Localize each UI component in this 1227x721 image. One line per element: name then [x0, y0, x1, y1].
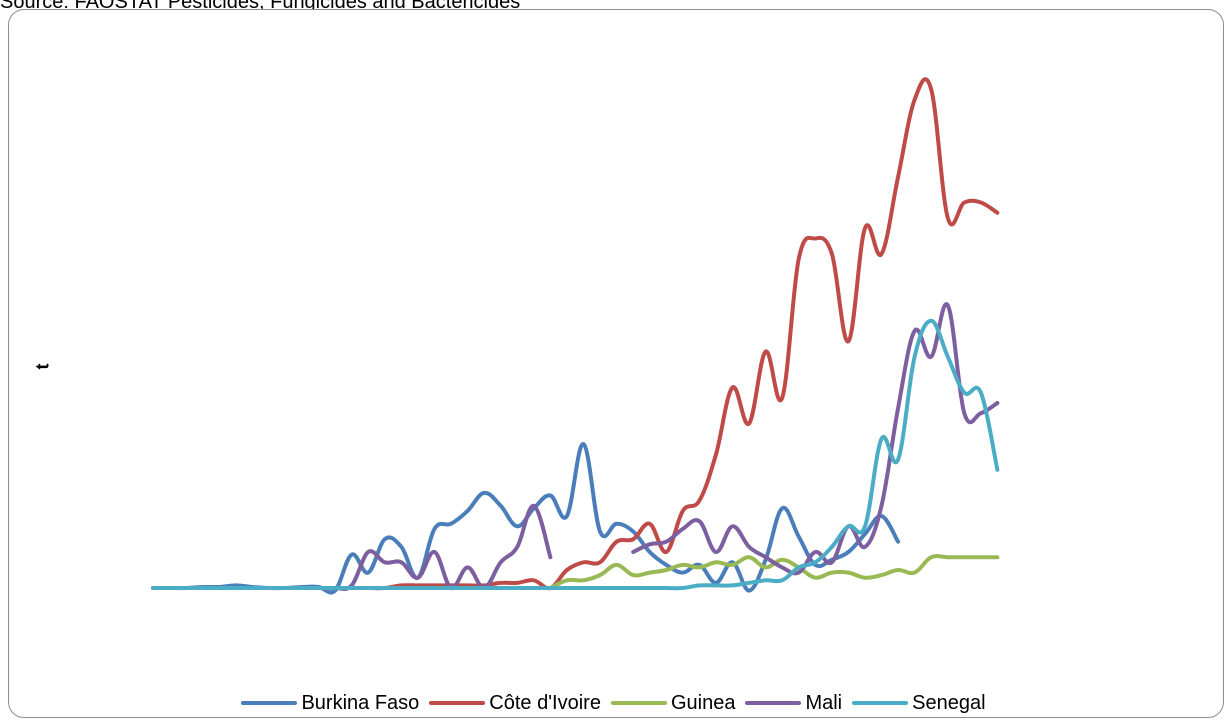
legend-swatch	[745, 701, 802, 705]
chart-frame	[8, 9, 1224, 718]
legend-label: Côte d'Ivoire	[489, 691, 601, 714]
series-line-senegal	[151, 318, 1000, 591]
legend-item-guinea[interactable]: Guinea	[610, 691, 736, 715]
y-axis-label: t	[32, 363, 53, 370]
legend-swatch	[852, 701, 909, 705]
series-line-mali-seg2	[631, 302, 1000, 576]
legend-item-mali[interactable]: Mali	[745, 692, 842, 715]
legend-label: Mali	[805, 691, 843, 714]
series-layer	[151, 77, 1000, 595]
legend-swatch	[610, 701, 667, 705]
series-line-mali-seg1	[151, 503, 553, 591]
legend-label: Guinea	[670, 691, 736, 714]
legend-label: Burkina Faso	[301, 691, 420, 714]
series-line-c-te-d-ivoire	[151, 77, 1000, 591]
legend-swatch	[429, 701, 486, 705]
legend-label: Senegal	[912, 691, 986, 714]
legend-swatch	[241, 701, 298, 705]
legend-item-burkina-faso[interactable]: Burkina Faso	[241, 692, 419, 715]
legend-item-senegal[interactable]: Senegal	[852, 691, 986, 715]
legend-item-cote-divoire[interactable]: Côte d'Ivoire	[429, 692, 601, 715]
legend: Burkina Faso Côte d'Ivoire Guinea Mali S…	[0, 688, 1227, 718]
